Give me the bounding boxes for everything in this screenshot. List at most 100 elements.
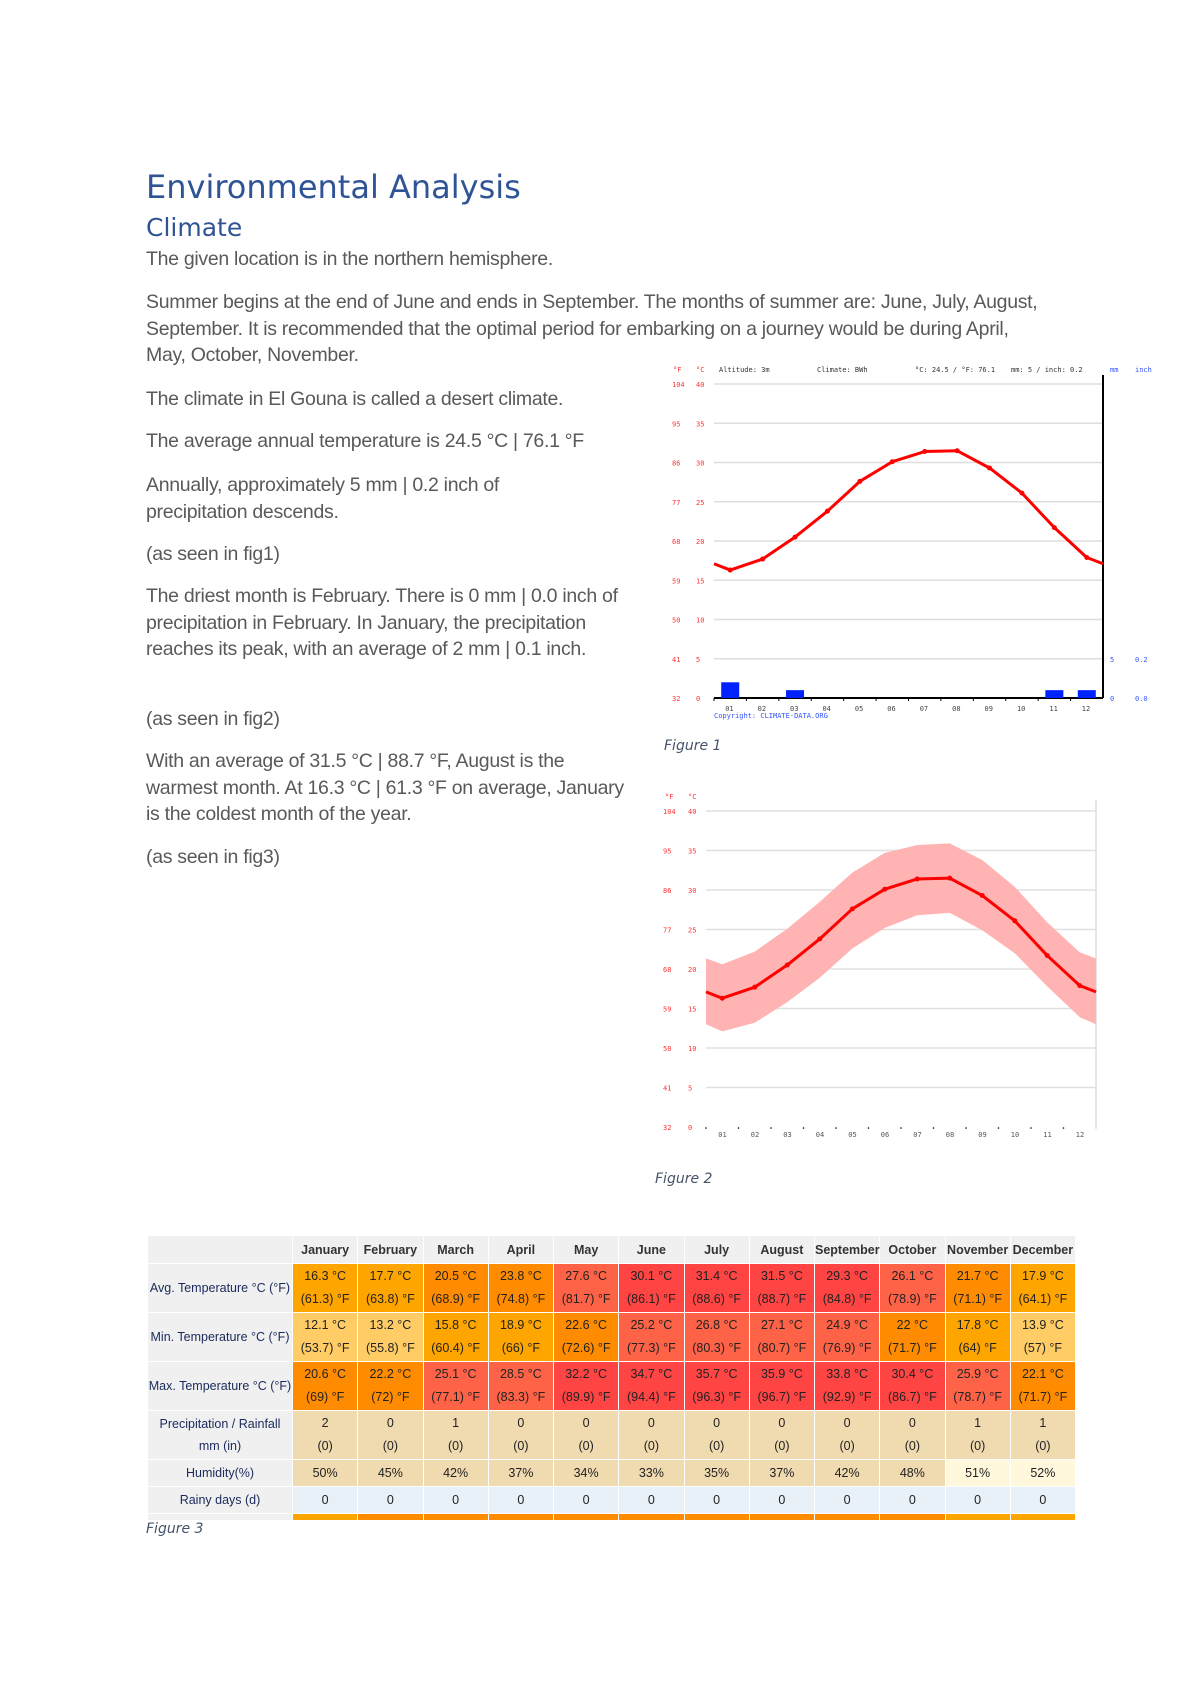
table-cell: 17.8 °C (64) °F: [944, 1312, 1011, 1362]
precip-bar: [1077, 690, 1096, 698]
x-tick: 01: [718, 1131, 726, 1139]
cell-secondary-value: (72.6) °F: [561, 1341, 611, 1355]
precip-bar: [1045, 690, 1064, 698]
cell-secondary-value: (69) °F: [305, 1390, 345, 1404]
cell-secondary-value: (0): [1035, 1439, 1051, 1453]
y-tick-c: 40: [696, 381, 704, 389]
paragraph-driest: The driest month is February. There is 0…: [146, 585, 618, 660]
table-cell: 0 (0): [879, 1410, 946, 1460]
cell-value: 22.2 °C: [369, 1367, 412, 1381]
cell-value: 1: [1039, 1416, 1047, 1430]
x-tick: 02: [758, 705, 766, 713]
month-header: June: [618, 1235, 685, 1264]
cell-value: 0: [843, 1416, 851, 1430]
month-header: October: [879, 1235, 946, 1264]
cell-value: 52%: [1030, 1465, 1056, 1480]
y-tick-c: 35: [688, 848, 696, 856]
row-label: Rainy days (d): [147, 1486, 293, 1514]
precip-bar: [786, 690, 805, 698]
cell-value: 0: [908, 1416, 916, 1430]
cell-value: 0: [974, 1492, 982, 1507]
cell-value: 35.9 °C: [760, 1367, 803, 1381]
figure-1-caption: Figure 1: [664, 738, 722, 754]
paragraph-warmest: With an average of 31.5 °C | 88.7 °F, Au…: [146, 750, 624, 825]
y-tick-f: 77: [663, 927, 671, 935]
y-tick-f: 59: [672, 577, 680, 585]
y-tick-c: 20: [696, 538, 704, 546]
cell-secondary-value: (71.1) °F: [953, 1292, 1002, 1306]
cell-value: 0: [517, 1492, 525, 1507]
y-tick-f: 50: [672, 617, 680, 625]
x-tick: 06: [887, 705, 895, 713]
cell-value: 2: [321, 1416, 329, 1430]
table-cell: 0: [944, 1486, 1011, 1514]
month-header: August: [748, 1235, 816, 1264]
table-cell: 34.7 °C (94.4) °F: [618, 1361, 685, 1411]
table-cell: 20.5 °C (68.9) °F: [422, 1263, 489, 1313]
cell-value: 0: [713, 1492, 721, 1507]
cell-value: 23.8 °C: [499, 1269, 542, 1283]
cell-value: 35.7 °C: [695, 1367, 738, 1381]
table-cell: 42%: [422, 1459, 489, 1487]
climate-table: January February March April May June July Augu…: [147, 1235, 1077, 1521]
cell-value: 32.2 °C: [565, 1367, 608, 1381]
table-cell: 16.3 °C (61.3) °F: [291, 1263, 359, 1313]
paragraph-fig2-ref: (as seen in fig2): [146, 708, 280, 730]
bar-spacer: [147, 1513, 293, 1521]
x-tick: 12: [1082, 705, 1090, 713]
x-tick-mark: [705, 1127, 707, 1129]
y-tick-c: 15: [696, 577, 704, 585]
table-cell: 17.7 °C (63.8) °F: [357, 1263, 424, 1313]
cell-secondary-value: (0): [513, 1439, 529, 1453]
y-tick-inch: 0.0: [1135, 695, 1148, 703]
bar-segment: [683, 1513, 750, 1521]
y-tick-f: 95: [663, 848, 671, 856]
annual-precip-label: mm: 5 / inch: 0.2: [1011, 366, 1083, 374]
cell-secondary-value: (63.8) °F: [365, 1292, 415, 1306]
bar-segment: [879, 1513, 946, 1521]
cell-value: 30.4 °C: [891, 1367, 934, 1381]
cell-value: 13.2 °C: [369, 1318, 412, 1332]
month-header: April: [487, 1235, 555, 1264]
mean-temperature-point: [882, 886, 888, 892]
cell-value: 1: [974, 1416, 982, 1430]
month-header: November: [944, 1235, 1011, 1264]
table-cell: 30.4 °C (86.7) °F: [879, 1361, 946, 1411]
altitude-label: Altitude: 3m: [719, 366, 770, 374]
cell-secondary-value: (96.3) °F: [692, 1390, 741, 1404]
y-tick-f: 104: [663, 808, 676, 816]
mean-temperature-point: [817, 936, 823, 942]
cell-value: 0: [713, 1416, 721, 1430]
cell-secondary-value: (68.9) °F: [431, 1292, 480, 1306]
cell-secondary-value: (78.9) °F: [887, 1292, 937, 1306]
table-row: Avg. Temperature °C (°F) 16.3 °C (61.3) °F…: [147, 1263, 1077, 1313]
cell-value: 31.4 °C: [695, 1269, 738, 1283]
x-tick: 10: [1011, 1131, 1019, 1139]
table-cell: 1 (0): [422, 1410, 489, 1460]
cell-value: 21.7 °C: [956, 1269, 999, 1283]
precip-bar: [721, 682, 740, 698]
y-tick-f: 77: [672, 499, 680, 507]
table-row: Max. Temperature °C (°F) 20.6 °C (69) °F 22…: [147, 1361, 1077, 1411]
cell-value: 45%: [377, 1465, 403, 1480]
table-cell: 45%: [357, 1459, 424, 1487]
y-tick-f: 50: [663, 1045, 671, 1053]
table-cell: 30.1 °C (86.1) °F: [618, 1263, 685, 1313]
y-tick-f: 86: [672, 460, 680, 468]
month-header: January: [291, 1235, 359, 1264]
y-tick-f: 104: [672, 381, 685, 389]
paragraph-precipitation: Annually, approximately 5 mm | 0.2 inch …: [146, 474, 500, 523]
cell-secondary-value: (92.9) °F: [822, 1390, 872, 1404]
copyright: Copyright: CLIMATE-DATA.ORG: [714, 712, 828, 720]
cell-secondary-value: (78.7) °F: [953, 1390, 1002, 1404]
temperature-point: [922, 449, 928, 455]
table-cell: 31.5 °C (88.7) °F: [748, 1263, 816, 1313]
avg-temp-label: °C: 24.5 / °F: 76.1: [915, 366, 995, 374]
table-cell: 35.7 °C (96.3) °F: [683, 1361, 750, 1411]
row-label: Avg. Temperature °C (°F): [147, 1263, 293, 1313]
mean-temperature-line: [705, 876, 1097, 1000]
x-tick: 10: [1017, 705, 1025, 713]
table-cell: 0: [748, 1486, 816, 1514]
y-tick-f: 41: [672, 656, 680, 664]
